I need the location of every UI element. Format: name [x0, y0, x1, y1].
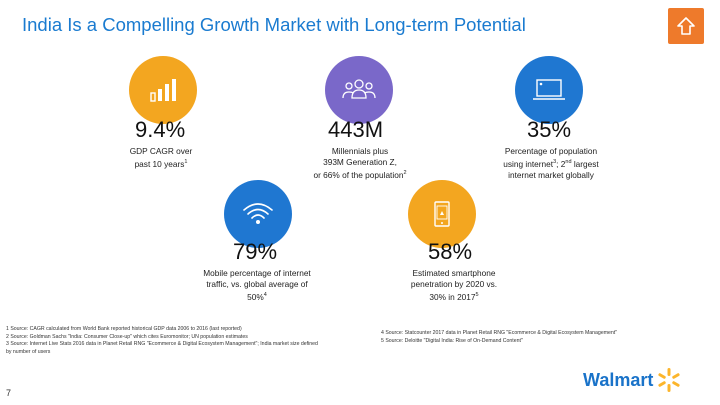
mobile-description: Mobile percentage of internet traffic, v…	[186, 268, 328, 303]
gdp-description: GDP CAGR over past 10 years1	[100, 146, 222, 170]
mobile-footnote-ref: 4	[263, 292, 267, 298]
footnote-1: 1 Source: CAGR calculated from World Ban…	[6, 326, 242, 332]
footnotes-right: 4 Source: Statcounter 2017 data in Plane…	[381, 330, 711, 345]
internet-desc-line2b: ; 2	[556, 158, 566, 169]
smartphone-description: Estimated smartphone penetration by 2020…	[395, 268, 513, 303]
wifi-icon	[243, 203, 273, 224]
page-number: 7	[6, 388, 12, 398]
footnote-3: 3 Source: Internet Live Stats 2016 data …	[6, 341, 318, 348]
bar-chart-icon	[150, 79, 176, 102]
internet-desc-line2c: largest	[571, 158, 599, 169]
internet-ordinal-suffix: nd	[565, 159, 572, 165]
gdp-footnote-ref: 1	[184, 159, 188, 165]
internet-value: 35%	[527, 117, 572, 142]
spark-icon	[658, 368, 680, 392]
internet-desc-line2a: using internet	[503, 158, 554, 169]
millennials-desc-line1: Millennials plus	[331, 146, 389, 156]
internet-icon-circle	[515, 56, 583, 124]
home-arrow-icon	[677, 17, 695, 35]
gdp-desc-line2: past 10 years	[134, 158, 185, 169]
smartphone-icon-circle	[408, 180, 476, 248]
growth-icon-circle	[129, 56, 197, 124]
smartphone-footnote-ref: 5	[475, 292, 479, 298]
internet-description: Percentage of population using internet3…	[488, 146, 614, 181]
footnote-3-continued: by number of users	[6, 348, 51, 355]
smartphone-desc-line3: 30% in 2017	[429, 291, 476, 302]
internet-desc-line3: internet market globally	[508, 169, 594, 180]
smartphone-desc-line1: Estimated smartphone	[412, 268, 496, 278]
mobile-desc-line3: 50%	[247, 291, 264, 302]
millennials-icon-circle	[325, 56, 393, 124]
mobile-value: 79%	[233, 239, 278, 264]
smartphone-icon	[434, 201, 450, 227]
walmart-logo: Walmart	[583, 367, 682, 393]
millennials-description: Millennials plus 393M Generation Z, or 6…	[296, 146, 424, 181]
brand-name: Walmart	[583, 369, 654, 390]
home-button[interactable]	[668, 8, 704, 44]
mobile-desc-line1: Mobile percentage of internet	[203, 268, 311, 278]
mobile-desc-line2: traffic, vs. global average of	[206, 279, 308, 289]
internet-desc-line1: Percentage of population	[504, 146, 598, 156]
laptop-icon	[533, 79, 565, 100]
footnote-5: 5 Source: Deloitte "Digital India: Rise …	[381, 337, 523, 344]
people-group-icon	[342, 79, 376, 99]
smartphone-desc-line2: penetration by 2020 vs.	[410, 279, 498, 289]
mobile-icon-circle	[224, 180, 292, 248]
footnote-2: 2 Source: Goldman Sachs "India: Consumer…	[6, 333, 248, 340]
smartphone-value: 58%	[428, 239, 473, 264]
millennials-footnote-ref: 2	[403, 170, 407, 176]
page-title: India Is a Compelling Growth Market with…	[22, 14, 526, 35]
millennials-value: 443M	[328, 117, 384, 142]
footnotes-left: 1 Source: CAGR calculated from World Ban…	[6, 326, 361, 356]
millennials-desc-line3: or 66% of the population	[313, 169, 404, 180]
internet-footnote-ref: 3	[553, 159, 557, 165]
millennials-desc-line2: 393M Generation Z,	[323, 157, 397, 167]
gdp-desc-line1: GDP CAGR over	[129, 146, 193, 156]
footnote-4: 4 Source: Statcounter 2017 data in Plane…	[381, 330, 618, 336]
gdp-value: 9.4%	[135, 117, 186, 142]
